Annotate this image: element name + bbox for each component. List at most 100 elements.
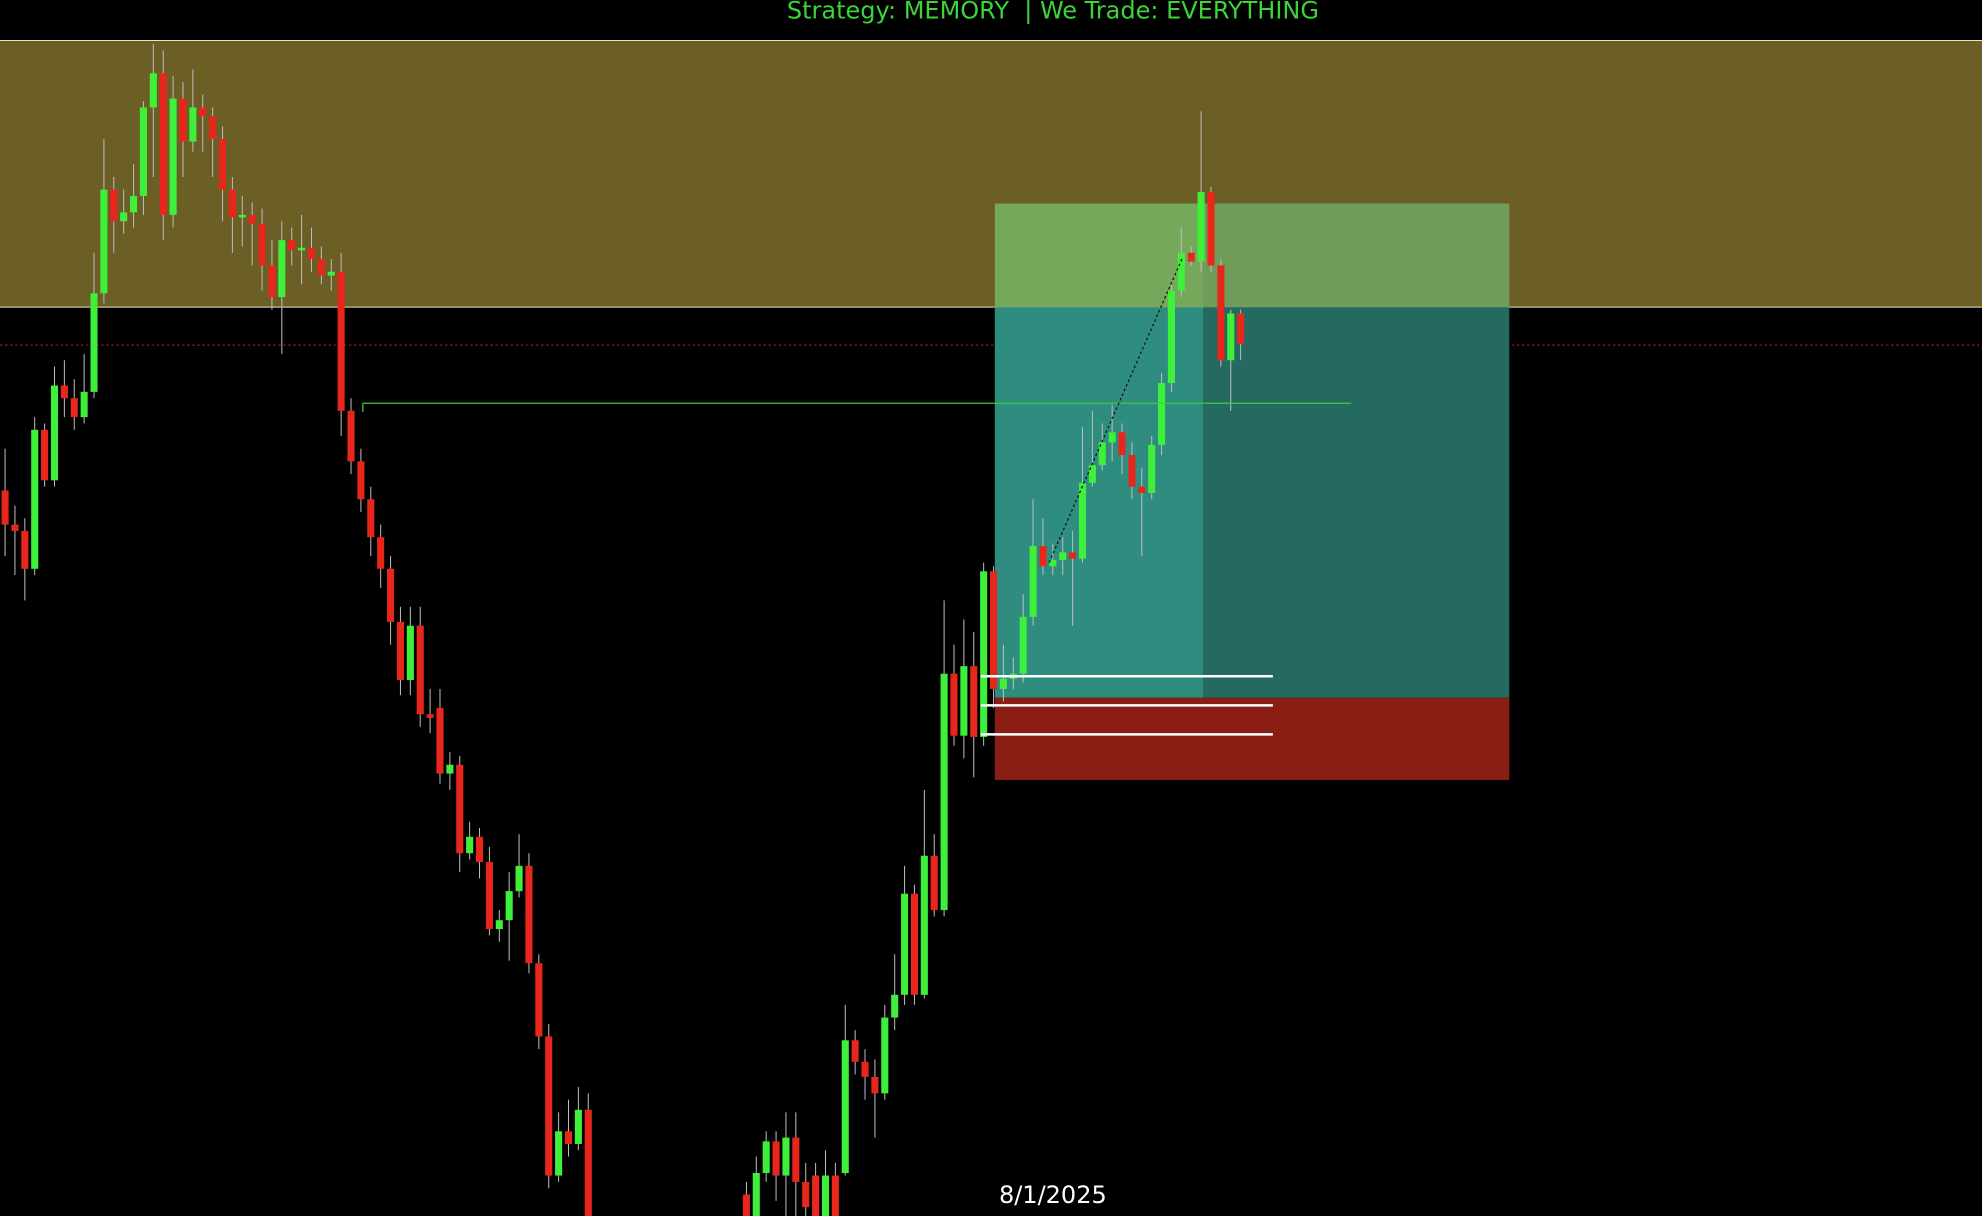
candle-body (327, 271, 335, 276)
candle-body (238, 214, 246, 218)
candle-body (1158, 383, 1166, 445)
candle-body (1207, 192, 1215, 266)
stop-zone (994, 697, 1510, 780)
candle-body (525, 865, 533, 964)
candle-body (189, 107, 197, 142)
candle-body (367, 499, 375, 538)
candle-body (1118, 432, 1126, 456)
candle-body (50, 385, 59, 481)
candle-body (999, 678, 1007, 689)
candle-body (149, 73, 157, 108)
candle-body (1187, 252, 1195, 262)
candle-body (871, 1076, 879, 1094)
candle-body (406, 625, 414, 681)
candle-body (1237, 313, 1245, 344)
candle-body (1019, 616, 1027, 674)
x-tick-label: 8/1/2025 (999, 1181, 1107, 1209)
candle-body (960, 666, 968, 736)
candle-body (485, 862, 493, 930)
candle-body (584, 1109, 592, 1216)
candle-body (861, 1061, 869, 1077)
candle-body (970, 666, 978, 737)
candle-body (1108, 432, 1116, 443)
candle-body (831, 1175, 839, 1216)
candle-body (60, 385, 68, 399)
candle-body (940, 673, 948, 911)
candle-body (110, 189, 118, 222)
supply-zone (0, 40, 1982, 308)
candle-body (1138, 486, 1146, 493)
candle-body (169, 98, 177, 215)
candle-body (762, 1141, 770, 1174)
candle-body (1078, 482, 1087, 559)
candle-body (130, 195, 138, 213)
candle-body (228, 189, 236, 218)
chart-title: Strategy: MEMORY | We Trade: EVERYTHING (787, 0, 1319, 24)
target-zone (1203, 203, 1510, 308)
candle-body (446, 764, 454, 774)
candle-body (980, 571, 988, 737)
candle-body (278, 240, 286, 298)
candle-body (41, 429, 49, 481)
candle-body (298, 247, 306, 251)
candle-body (21, 530, 29, 569)
candle-body (802, 1181, 810, 1208)
candle-body (574, 1109, 582, 1144)
candle-body (416, 625, 424, 715)
candle-body (821, 1175, 830, 1216)
candle-body (100, 189, 108, 294)
candle-body (70, 398, 78, 418)
candle-body (782, 1137, 790, 1176)
candle-body (910, 893, 918, 995)
candle-body (90, 293, 98, 392)
candle-body (1, 490, 9, 525)
candle-body (357, 461, 365, 500)
candle-body (841, 1040, 849, 1174)
candle-body (1197, 192, 1205, 262)
candle-body (387, 568, 395, 622)
candle-body (505, 891, 513, 921)
candle-body (218, 139, 227, 190)
candle-body (950, 673, 958, 736)
candle-body (545, 1036, 553, 1176)
candle-body (31, 429, 39, 569)
candle-body (11, 524, 19, 531)
candle-body (426, 714, 434, 718)
candle-body (120, 212, 128, 222)
candle-body (1088, 465, 1096, 483)
candle-body (1217, 265, 1225, 361)
candle-body (1128, 455, 1136, 487)
candle-body (209, 116, 217, 140)
candle-body (1227, 313, 1235, 361)
candle-body (515, 865, 523, 892)
candle-body (772, 1141, 780, 1176)
candle-body (752, 1173, 760, 1216)
candle-body (159, 73, 167, 215)
candle-body (475, 836, 484, 863)
candle-body (920, 855, 928, 995)
candle-body (792, 1137, 800, 1182)
candle-body (80, 391, 88, 418)
candle-body (1167, 290, 1175, 384)
candle-body (1029, 546, 1037, 617)
candle-body (377, 537, 385, 569)
candle-body (930, 855, 938, 911)
target-zone (1203, 307, 1510, 698)
candle-body (901, 893, 909, 995)
candle-body (288, 240, 296, 251)
candle-body (179, 98, 187, 142)
candle-body (456, 764, 464, 854)
candle-body (199, 107, 207, 117)
candle-body (1148, 444, 1156, 493)
candle-body (1069, 552, 1077, 559)
candle-body (1098, 442, 1106, 466)
candle-body (535, 963, 543, 1037)
target-zone (994, 203, 1204, 308)
candle-body (1049, 559, 1057, 567)
candle-body (1039, 546, 1047, 567)
candle-body (1177, 252, 1185, 291)
candle-body (989, 571, 998, 689)
candle-body (495, 920, 503, 930)
candle-body (396, 621, 404, 681)
